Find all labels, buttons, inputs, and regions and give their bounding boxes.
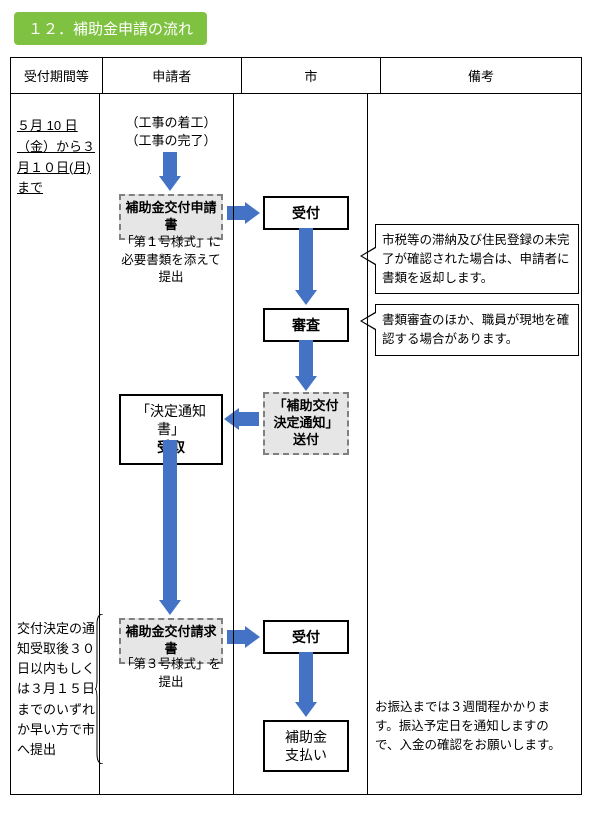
arrow-icon [239,412,259,426]
arrow-icon [295,290,317,305]
period-text-2: 交付決定の通知受取後３０日以内もしくは３月１５日までのいずれか早い方で市へ提出 [17,619,95,760]
arrow-icon [299,228,313,290]
arrow-icon [295,702,317,717]
arrow-icon [159,600,181,615]
decision-notice-l2: 決定通知」 [273,415,338,430]
claim-form-caption: 「第３号様式」を提出 [119,656,223,691]
payment-box: 補助金 支払い [263,720,349,772]
section-title: １２．補助金申請の流れ [14,12,207,45]
decision-notice-l3: 送付 [293,432,319,447]
arrow-icon [163,152,177,176]
callout-arrow-icon [362,248,376,264]
note-box-2: 書類審査のほか、職員が現地を確認する場合があります。 [375,304,579,356]
period-text-1: ５月 10 日（金）から３月１０日(月)まで [17,116,95,199]
decision-notice-box: 「補助交付 決定通知」 送付 [263,392,349,455]
note-text-3: お振込までは３週間程かかります。振込予定日を通知しますので、入金の確認をお願いし… [375,698,573,754]
start-construction: （工事の着工） [111,114,231,132]
arrow-icon [159,176,181,191]
col-divider [367,94,368,794]
arrow-icon [227,630,245,644]
receipt-l1: 「決定通知書」 [136,403,206,437]
reception-box-2: 受付 [263,620,349,654]
note-box-1: 市税等の滞納及び住民登録の未完了が確認された場合は、申請者に書類を返却します。 [375,224,579,294]
application-form-box: 補助金交付申請書 [119,194,223,240]
callout-arrow-icon [362,313,376,329]
decision-notice-l1: 「補助交付 [273,398,338,413]
flow-table: 受付期間等 申請者 市 備考 ５月 10 日（金）から３月１０日(月)まで 交付… [10,57,582,795]
header-applicant: 申請者 [102,58,241,94]
header-period: 受付期間等 [11,58,103,94]
header-notes: 備考 [381,58,582,94]
header-city: 市 [241,58,380,94]
col-divider [233,94,234,794]
reception-box-1: 受付 [263,196,349,230]
arrow-icon [299,340,313,376]
application-form-caption: 「第１号様式」に必要書類を添えて提出 [119,234,223,287]
arrow-icon [163,440,177,600]
review-box: 審査 [263,308,349,342]
end-construction: （工事の完了） [111,132,231,150]
col-divider [99,94,100,794]
page: １２．補助金申請の流れ 受付期間等 申請者 市 備考 ５月 10 日（金）から３… [0,0,600,820]
arrow-icon [295,376,317,391]
arrow-icon [227,206,245,220]
flow-body: ５月 10 日（金）から３月１０日(月)まで 交付決定の通知受取後３０日以内もし… [11,94,581,794]
arrow-icon [299,652,313,702]
arrow-icon [224,408,239,430]
payment-l1: 補助金 [285,729,327,745]
payment-l2: 支払い [285,747,327,763]
brace-icon [95,614,105,764]
arrow-icon [245,202,260,224]
arrow-icon [245,626,260,648]
